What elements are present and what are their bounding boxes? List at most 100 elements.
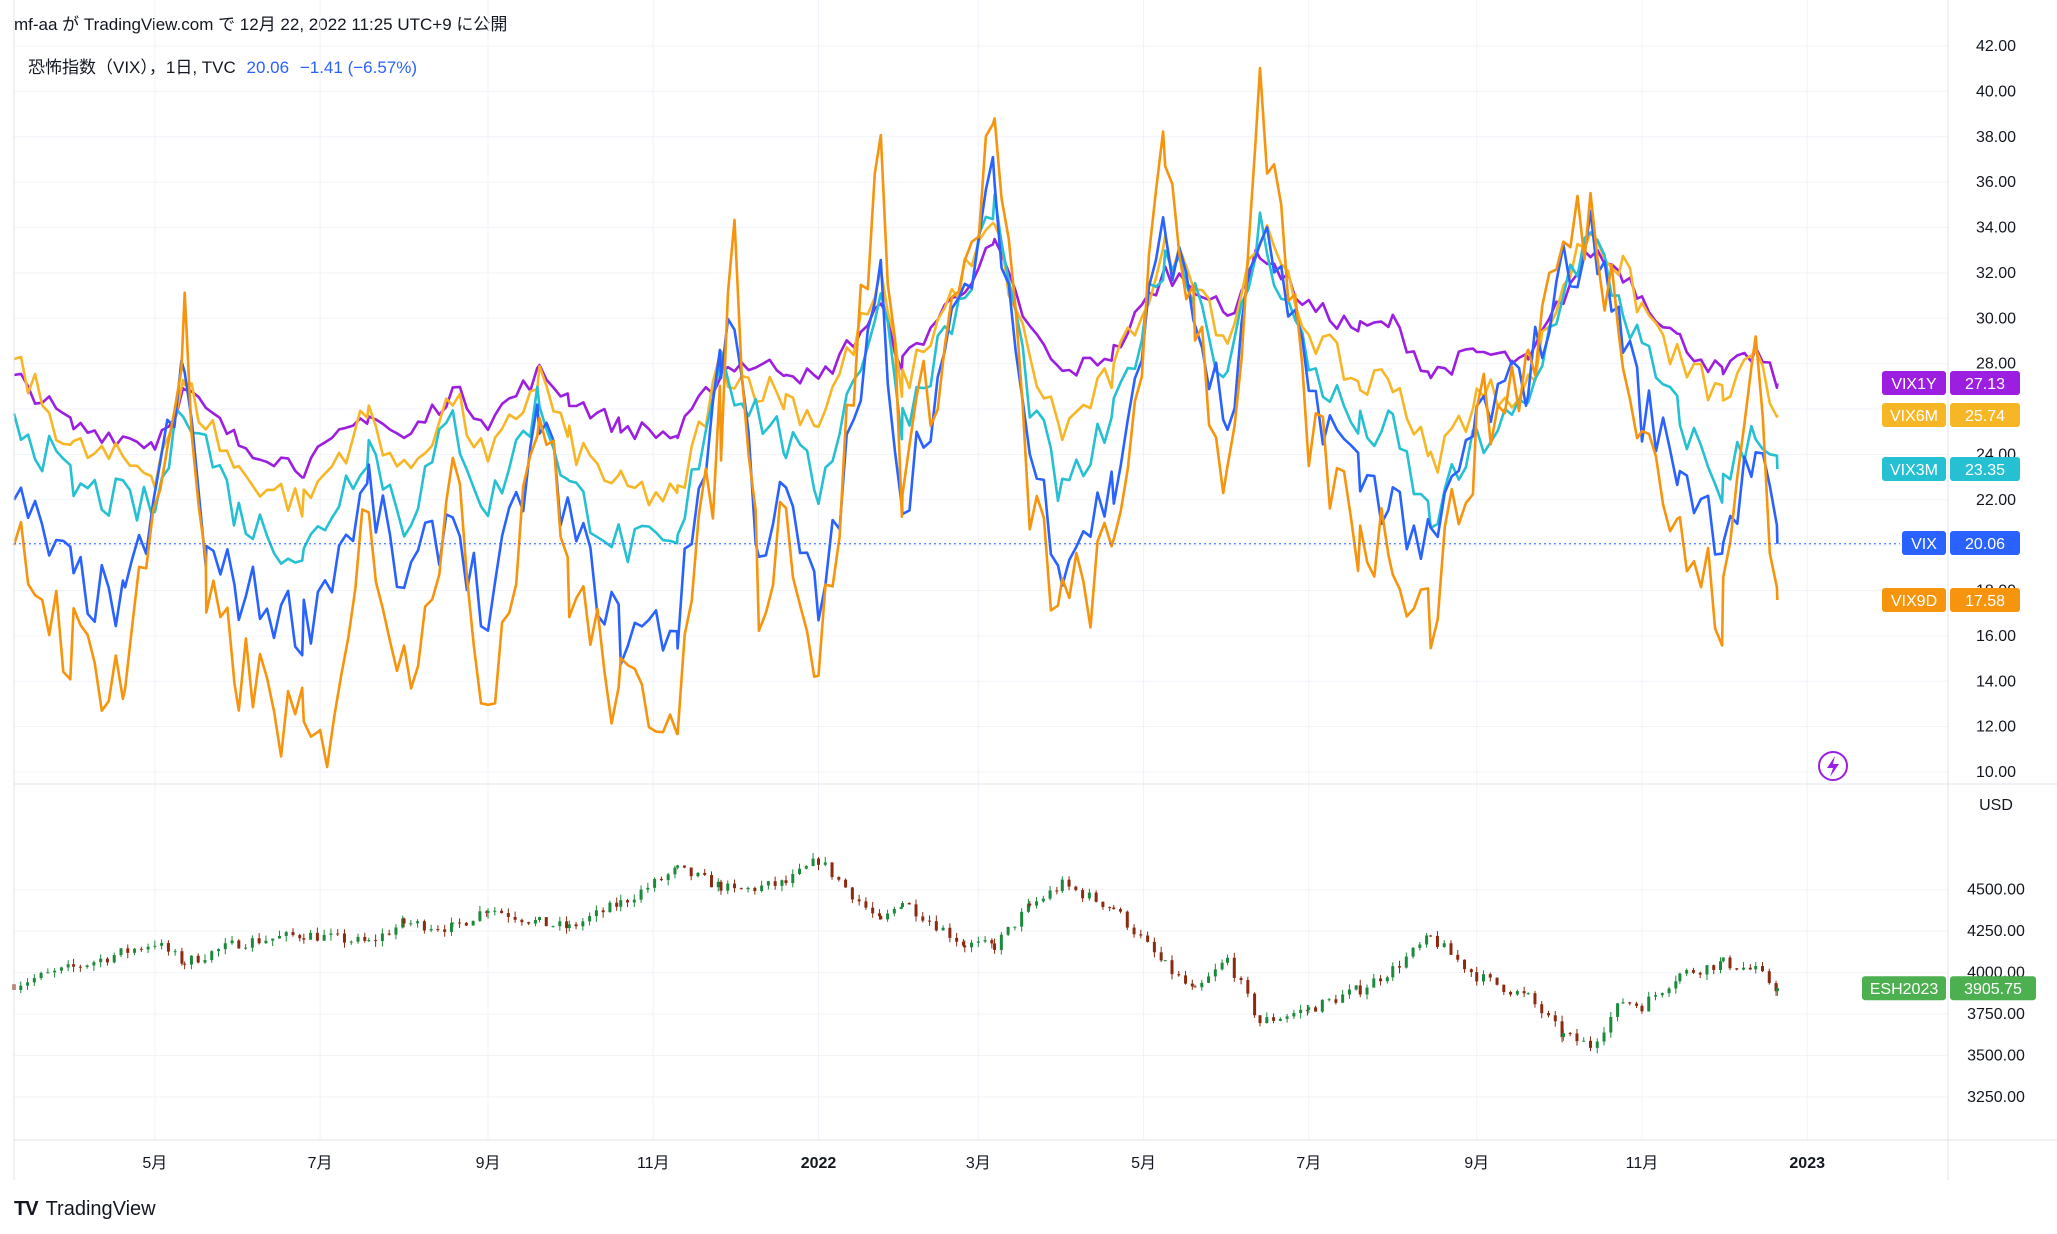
price-tag-vix3m[interactable]: VIX3M 23.35 [1882, 457, 2020, 481]
candle-body [1132, 927, 1136, 935]
candle-body [478, 911, 482, 921]
candle-body [250, 938, 254, 948]
candle-body [1385, 977, 1389, 982]
candle-body [1139, 934, 1143, 936]
candle-body [367, 940, 371, 942]
candle-body [374, 940, 378, 942]
x-tick-label: 5月 [1131, 1155, 1156, 1172]
candle-body [766, 881, 770, 886]
candle-body [1719, 961, 1723, 970]
candle-body [719, 881, 723, 891]
candle-body [619, 900, 623, 907]
candle-body [567, 924, 571, 929]
footer-brand[interactable]: TV TradingView [14, 1198, 156, 1221]
candle-body [1515, 991, 1519, 995]
candle-body [639, 889, 643, 900]
tag-value-bg [1950, 371, 2020, 395]
series-line-vix9d [12, 66, 1779, 769]
candle-body [230, 940, 234, 944]
candle-body [1602, 1032, 1606, 1042]
candle-body [277, 935, 281, 939]
legend-change: −1.41 (−6.57%) [299, 58, 418, 77]
y-tick-label: 34.00 [1976, 220, 2016, 237]
candle-body [877, 913, 881, 917]
candle-body [1398, 966, 1402, 968]
tag-value: 20.06 [1965, 536, 2005, 553]
candle-body [1674, 981, 1678, 989]
candle-body [257, 938, 261, 944]
price-tag-vix1y[interactable]: VIX1Y 27.13 [1882, 371, 2020, 395]
x-tick-label: 7月 [308, 1155, 333, 1172]
candle-body [1026, 903, 1030, 912]
candle-body [1253, 993, 1257, 1016]
candlestick-series-esh2023 [12, 853, 1779, 1054]
tag-value: 17.58 [1965, 593, 2005, 610]
candle-body [1488, 974, 1492, 978]
price-tag-vix[interactable]: VIX 20.06 [1902, 531, 2020, 555]
tag-value-bg [1950, 403, 2020, 427]
candle-body [322, 934, 326, 941]
y-tick-label: 36.00 [1976, 174, 2016, 191]
candle-body [19, 985, 23, 990]
candle-body [1609, 1016, 1613, 1033]
candle-body [533, 919, 537, 924]
candle-body [309, 932, 313, 940]
series-line-vix1y [13, 237, 1779, 479]
candle-body [223, 943, 227, 950]
candle-body [1207, 976, 1211, 983]
candle-body [1232, 957, 1236, 978]
price-tag-vix9d[interactable]: VIX9D 17.58 [1882, 588, 2020, 612]
candle-body [356, 936, 360, 942]
candle-body [1307, 1007, 1311, 1010]
candle-body [46, 972, 50, 974]
price-tags: VIX1Y 27.13 VIX6M 25.74 VIX3M 23.35 VIX 20.06 VI… [1862, 371, 2036, 1001]
x-tick-label: 5月 [142, 1155, 167, 1172]
candle-body [1190, 983, 1194, 987]
candle-body [1721, 957, 1725, 962]
candle-body [983, 940, 987, 942]
candle-body [948, 927, 952, 938]
candle-body [402, 918, 406, 924]
footer-brand-label: TradingView [45, 1198, 156, 1220]
price-tag-esh2023[interactable]: ESH2023 3905.75 [1862, 976, 2036, 1001]
candle-body [1495, 977, 1499, 985]
legend-symbol[interactable]: 恐怖指数（VIX），1日, TVC [28, 58, 236, 77]
y-tick-label: 3750.00 [1967, 1006, 2025, 1023]
candle-body [773, 881, 777, 886]
candle-body [336, 933, 340, 935]
lightning-icon[interactable] [1818, 751, 1848, 781]
tag-value-bg [1950, 588, 2020, 612]
candle-body [565, 921, 569, 929]
candle-body [1314, 1007, 1318, 1012]
price-tag-vix6m[interactable]: VIX6M 25.74 [1882, 403, 2020, 427]
candle-body [558, 921, 562, 927]
candle-body [183, 963, 187, 965]
candle-body [146, 946, 150, 950]
candle-body [1125, 911, 1129, 928]
candle-body [189, 955, 193, 965]
candle-body [1220, 962, 1224, 970]
candle-body [1347, 989, 1351, 995]
candle-body [970, 942, 974, 948]
candle-body [804, 866, 808, 869]
candle-body [1391, 966, 1395, 978]
candle-body [196, 955, 200, 963]
candle-body [1418, 944, 1422, 948]
candle-body [315, 932, 319, 941]
candle-body [1660, 993, 1664, 996]
candle-body [1048, 890, 1052, 899]
candle-body [1193, 986, 1197, 988]
x-tick-label: 3月 [966, 1155, 991, 1172]
candle-body [1595, 1041, 1599, 1048]
candle-body [1509, 991, 1513, 995]
tag-value-bg [1950, 976, 2036, 1001]
candle-body [72, 964, 76, 967]
y-tick-label: 22.00 [1976, 492, 2016, 509]
candle-body [422, 921, 426, 931]
candle-body [1055, 890, 1059, 892]
x-tick-label: 9月 [1464, 1155, 1489, 1172]
candle-body [1522, 991, 1526, 994]
candle-body [1094, 892, 1098, 902]
candle-body [1108, 907, 1112, 909]
